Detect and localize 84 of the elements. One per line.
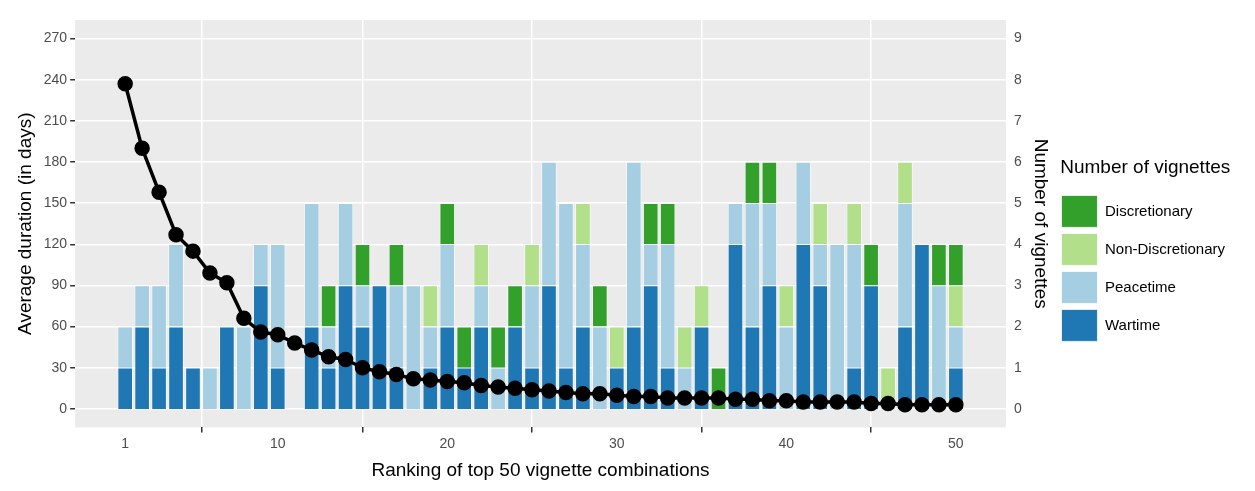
y2-tick-label: 8 bbox=[1013, 70, 1022, 87]
point bbox=[134, 140, 150, 157]
point bbox=[270, 327, 286, 343]
point bbox=[405, 370, 422, 387]
point bbox=[286, 335, 303, 351]
point bbox=[117, 76, 133, 92]
y2-axis-title: Number of vignettes bbox=[1030, 138, 1052, 309]
point bbox=[812, 394, 828, 410]
point bbox=[931, 397, 947, 413]
point bbox=[659, 390, 676, 406]
point bbox=[778, 392, 795, 409]
y-tick-label: 240 bbox=[43, 70, 68, 87]
y-tick-label: 30 bbox=[51, 358, 68, 375]
point bbox=[151, 184, 167, 200]
point bbox=[676, 390, 693, 406]
point bbox=[303, 342, 320, 358]
point bbox=[371, 364, 388, 380]
point bbox=[456, 375, 472, 391]
point bbox=[219, 274, 235, 291]
point bbox=[575, 386, 591, 402]
legend-label: Discretionary bbox=[1104, 201, 1193, 219]
x-tick-label: 10 bbox=[269, 434, 286, 451]
x-tick-label: 40 bbox=[778, 434, 795, 451]
point bbox=[541, 383, 557, 399]
point bbox=[710, 390, 727, 406]
x-tick-label: 1 bbox=[121, 434, 130, 451]
legend-label: Peacetime bbox=[1104, 277, 1176, 295]
y-tick-label: 90 bbox=[51, 276, 68, 293]
y-axis-title: Average duration (in days) bbox=[13, 112, 35, 335]
y2-tick-label: 2 bbox=[1013, 317, 1022, 334]
point bbox=[626, 388, 642, 405]
y2-tick-label: 9 bbox=[1013, 29, 1022, 46]
point bbox=[744, 391, 761, 408]
point bbox=[727, 391, 744, 408]
y2-tick-label: 0 bbox=[1013, 399, 1022, 416]
point bbox=[490, 379, 506, 395]
point bbox=[320, 349, 337, 365]
y-tick-label: 120 bbox=[43, 235, 68, 252]
point bbox=[473, 377, 489, 394]
point bbox=[253, 324, 269, 340]
y-tick-label: 0 bbox=[59, 399, 68, 416]
y-tick-label: 180 bbox=[43, 152, 68, 169]
point bbox=[507, 380, 523, 397]
y-tick-label: 150 bbox=[43, 193, 68, 210]
point bbox=[337, 351, 354, 368]
x-tick-label: 50 bbox=[948, 434, 964, 451]
point bbox=[388, 366, 405, 383]
point bbox=[439, 373, 456, 390]
point bbox=[914, 397, 930, 413]
point bbox=[693, 390, 710, 406]
point bbox=[202, 265, 218, 281]
point bbox=[846, 394, 862, 410]
point bbox=[761, 392, 778, 409]
point bbox=[524, 381, 540, 398]
point bbox=[880, 395, 896, 412]
point bbox=[863, 395, 879, 412]
point bbox=[185, 243, 201, 259]
point bbox=[168, 226, 184, 243]
point bbox=[897, 397, 913, 413]
point bbox=[642, 388, 659, 405]
point bbox=[592, 386, 608, 402]
point bbox=[609, 387, 625, 403]
y2-tick-label: 6 bbox=[1013, 152, 1022, 169]
point bbox=[829, 394, 845, 410]
y-tick-label: 210 bbox=[43, 111, 68, 128]
x-tick-label: 20 bbox=[439, 434, 456, 451]
y2-tick-label: 4 bbox=[1013, 235, 1022, 252]
y2-tick-label: 7 bbox=[1013, 111, 1022, 128]
point bbox=[558, 384, 574, 401]
legend-title: Number of vignettes bbox=[1060, 156, 1231, 178]
y-tick-label: 270 bbox=[43, 29, 68, 46]
point bbox=[795, 394, 812, 410]
y2-tick-label: 3 bbox=[1013, 276, 1022, 293]
y2-tick-label: 1 bbox=[1013, 358, 1022, 375]
legend-label: Non-Discretionary bbox=[1104, 239, 1226, 257]
point bbox=[948, 397, 964, 413]
legend-label: Wartime bbox=[1104, 315, 1161, 333]
point bbox=[236, 310, 252, 327]
y2-tick-label: 5 bbox=[1013, 193, 1022, 210]
point bbox=[422, 372, 439, 388]
y-tick-label: 60 bbox=[51, 317, 68, 334]
x-tick-label: 30 bbox=[609, 434, 625, 451]
x-axis-title: Ranking of top 50 vignette combinations bbox=[371, 458, 710, 480]
point bbox=[354, 359, 371, 376]
